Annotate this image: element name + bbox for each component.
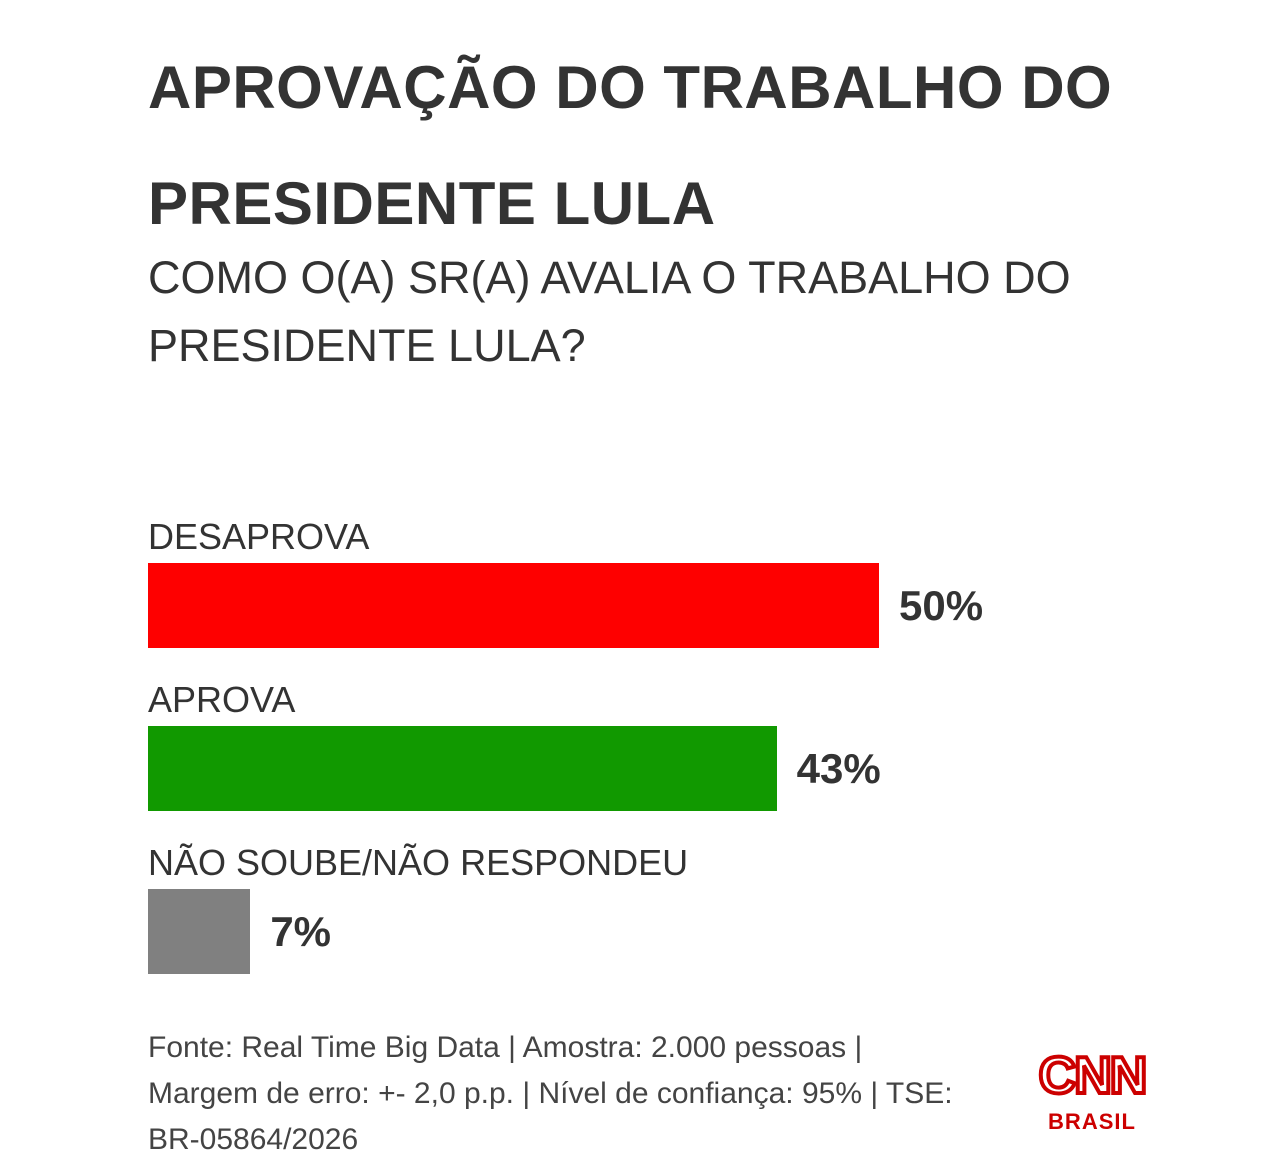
bar — [148, 889, 251, 974]
chart-title: APROVAÇÃO DO TRABALHO DO PRESIDENTE LULA — [148, 54, 1113, 237]
logo-sub-text: BRASIL — [1048, 1109, 1136, 1134]
bar-row: APROVA 43% — [148, 678, 1148, 838]
source-line-3: BR-05864/2026 — [148, 1123, 359, 1156]
logo-brand-text: CNN — [1039, 1047, 1146, 1105]
source-note: Fonte: Real Time Big Data | Amostra: 2.0… — [148, 1025, 1028, 1163]
category-label: NÃO SOUBE/NÃO RESPONDEU — [148, 842, 689, 883]
bar-row: DESAPROVA 50% — [148, 515, 1148, 675]
value-label: 50% — [899, 582, 984, 629]
value-label: 43% — [796, 745, 881, 792]
cnn-brasil-logo: CNN BRASIL — [1037, 1045, 1150, 1134]
source-line-2: Margem de erro: +- 2,0 p.p. | Nível de c… — [148, 1077, 953, 1110]
source-line-1: Fonte: Real Time Big Data | Amostra: 2.0… — [148, 1031, 863, 1064]
bar-row: NÃO SOUBE/NÃO RESPONDEU 7% — [148, 841, 1148, 1001]
category-label: DESAPROVA — [148, 516, 370, 557]
bar — [148, 563, 879, 648]
bar-chart: DESAPROVA 50% APROVA 43% NÃO SOUBE/NÃO RESPO… — [148, 515, 1148, 985]
category-label: APROVA — [148, 679, 296, 720]
bar — [148, 726, 777, 811]
chart-subtitle: COMO O(A) SR(A) AVALIA O TRABALHO DO PRE… — [148, 252, 1071, 371]
value-label: 7% — [270, 908, 332, 955]
